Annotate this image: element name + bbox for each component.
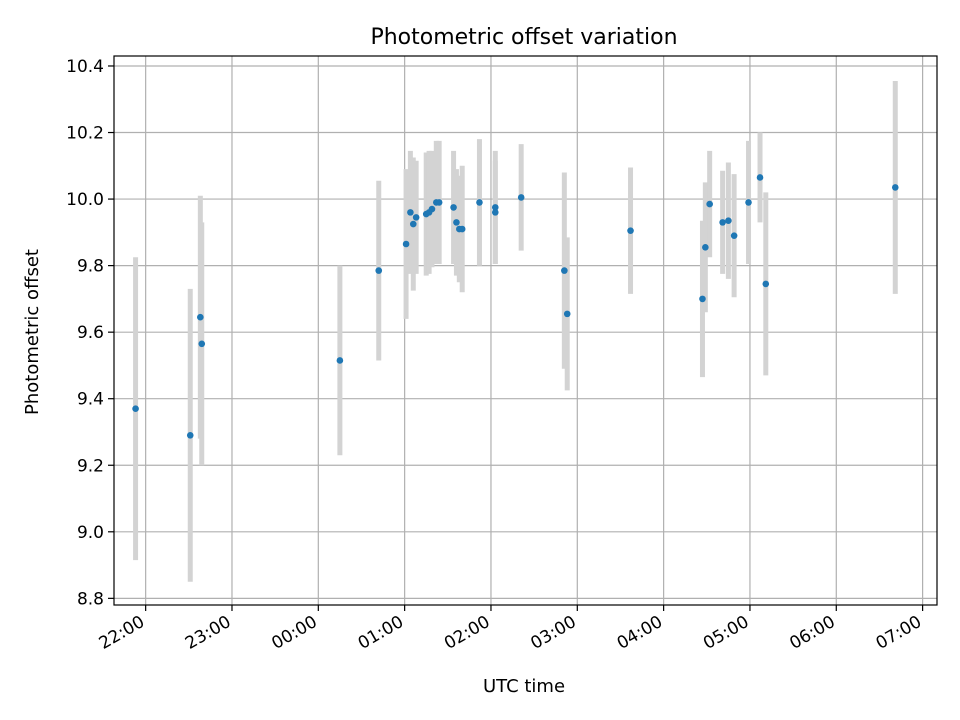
- data-point: [198, 340, 206, 348]
- data-point: [563, 310, 571, 318]
- data-point: [435, 199, 443, 206]
- data-point: [412, 214, 420, 221]
- data-point: [745, 199, 752, 206]
- y-tick-label: 10.4: [66, 57, 104, 77]
- x-axis-label: UTC time: [483, 676, 565, 697]
- data-point: [132, 405, 139, 412]
- data-point: [409, 220, 417, 228]
- data-point: [402, 240, 410, 248]
- data-point: [719, 219, 726, 226]
- plot-frame: [113, 55, 938, 606]
- chart-title: Photometric offset variation: [370, 25, 677, 50]
- data-point: [491, 209, 499, 216]
- y-axis-label: Photometric offset: [22, 249, 43, 415]
- data-point: [561, 267, 568, 274]
- data-point: [891, 184, 899, 191]
- data-point: [476, 199, 483, 206]
- data-point: [762, 280, 770, 288]
- data-point: [186, 432, 194, 439]
- point-layer: [132, 174, 899, 439]
- y-tick-label: 9.8: [77, 257, 104, 277]
- data-point: [450, 204, 457, 211]
- data-point: [706, 200, 713, 208]
- y-tick-label: 10.0: [66, 190, 104, 210]
- data-point: [375, 267, 383, 274]
- data-point: [627, 227, 634, 234]
- y-tick-label: 8.8: [77, 589, 104, 609]
- data-point: [756, 174, 764, 181]
- data-point: [428, 205, 436, 213]
- data-point: [699, 295, 706, 303]
- data-point: [491, 204, 499, 211]
- grid-layer: [114, 56, 937, 605]
- data-point: [197, 313, 204, 321]
- data-point: [407, 209, 414, 216]
- y-tick-label: 9.4: [77, 390, 104, 410]
- data-point: [336, 357, 344, 364]
- y-tick-label: 9.2: [77, 456, 104, 476]
- y-axis: 8.8 9.0 9.2 9.4 9.6 9.8 10.0 10.2 10.4: [66, 57, 114, 609]
- data-point: [702, 244, 709, 251]
- data-point: [730, 232, 738, 239]
- data-point: [458, 225, 466, 233]
- y-tick-label: 9.0: [77, 523, 104, 543]
- data-point: [453, 219, 460, 226]
- data-point: [517, 194, 525, 201]
- data-point: [725, 217, 732, 224]
- y-tick-label: 10.2: [66, 124, 104, 144]
- y-tick-label: 9.6: [77, 323, 104, 343]
